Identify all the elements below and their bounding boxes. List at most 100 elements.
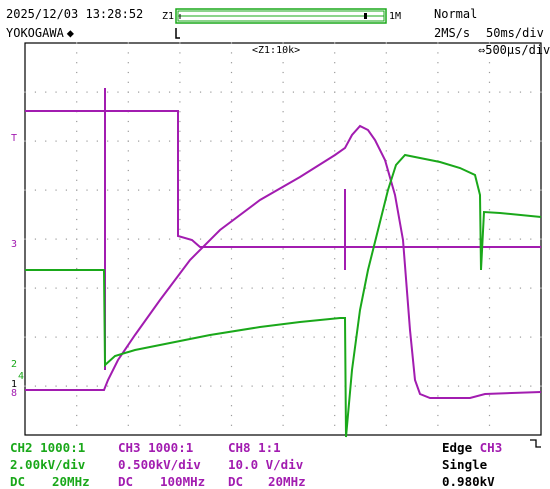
grid-dot — [45, 140, 47, 142]
grid-dot — [241, 287, 243, 289]
grid-dot — [272, 140, 274, 142]
grid-dot — [282, 91, 284, 93]
grid-dot — [540, 189, 542, 191]
grid-dot — [261, 91, 264, 93]
grid-dot — [488, 385, 491, 387]
time-div-label: 50ms/div — [486, 26, 544, 40]
grid-dot — [375, 385, 377, 387]
grid-dot — [385, 267, 387, 270]
grid-dot — [437, 91, 439, 93]
grid-dot — [220, 336, 222, 338]
grid-dot — [230, 414, 233, 417]
grid-dot — [447, 287, 449, 289]
grid-dot — [334, 307, 336, 309]
grid-dot — [45, 385, 47, 387]
grid-dot — [230, 189, 233, 191]
grid-dot — [385, 307, 387, 309]
grid-dot — [179, 189, 181, 191]
grid-dot — [272, 385, 274, 387]
grid-dot — [76, 130, 78, 132]
grid-dot — [158, 91, 160, 93]
trigger-level: 0.980kV — [442, 474, 495, 489]
grid-dot — [168, 238, 171, 240]
marker-ch4: 4 — [18, 371, 25, 382]
grid-dot — [220, 91, 222, 93]
grid-dot — [385, 356, 387, 358]
grid-dot — [76, 150, 78, 152]
grid-dot — [313, 91, 315, 93]
grid-dot — [179, 218, 181, 221]
grid-dot — [179, 307, 181, 309]
grid-dot — [303, 385, 305, 387]
grid-dot — [437, 140, 439, 142]
grid-dot — [76, 385, 78, 387]
grid-dot — [138, 287, 140, 289]
grid-dot — [282, 287, 284, 289]
grid-dot — [334, 395, 336, 397]
grid-dot — [282, 316, 284, 319]
grid-dot — [179, 130, 181, 132]
grid-dot — [127, 277, 129, 279]
grid-dot — [230, 258, 233, 260]
grid-dot — [334, 189, 336, 191]
grid-dot — [65, 287, 67, 289]
grid-dot — [127, 42, 129, 44]
grid-dot — [406, 140, 408, 142]
grid-dot — [437, 81, 439, 83]
grid-dot — [230, 150, 233, 152]
grid-dot — [499, 91, 501, 93]
grid-dot — [478, 238, 480, 240]
grid-dot — [179, 405, 181, 407]
grid-dot — [127, 71, 129, 74]
grid-dot — [334, 130, 336, 132]
grid-dot — [437, 356, 439, 358]
grid-dot — [127, 238, 129, 240]
grid-dot — [334, 375, 336, 377]
grid-dot — [65, 385, 67, 387]
grid-dot — [127, 62, 129, 64]
grid-dot — [385, 120, 387, 123]
grid-dot — [86, 189, 88, 191]
grid-dot — [488, 81, 491, 83]
grid-dot — [230, 101, 233, 103]
grid-dot — [76, 81, 78, 83]
zoom-position-bar[interactable] — [175, 8, 387, 24]
grid-dot — [437, 375, 439, 377]
grid-dot — [457, 336, 460, 338]
grid-dot — [426, 287, 429, 289]
grid-dot — [127, 346, 129, 348]
grid-dot — [488, 199, 491, 201]
grid-dot — [127, 414, 129, 417]
grid-dot — [313, 385, 315, 387]
grid-dot — [76, 346, 78, 348]
grid-dot — [210, 189, 212, 191]
grid-dot — [251, 238, 253, 240]
grid-dot — [385, 385, 387, 387]
grid-dot — [76, 336, 78, 338]
grid-dot — [282, 248, 284, 250]
grid-dot — [179, 111, 181, 113]
grid-dot — [437, 258, 439, 260]
grid-dot — [241, 385, 243, 387]
grid-dot — [468, 385, 470, 387]
grid-dot — [24, 140, 26, 142]
grid-dot — [488, 297, 491, 299]
grid-dot — [230, 365, 233, 368]
grid-dot — [303, 140, 305, 142]
grid-dot — [127, 140, 129, 142]
grid-dot — [55, 140, 57, 142]
grid-dot — [76, 71, 78, 74]
grid-dot — [437, 111, 439, 113]
grid-dot — [282, 277, 284, 279]
grid-dot — [396, 287, 398, 289]
grid-dot — [282, 218, 284, 221]
grid-dot — [334, 336, 336, 338]
grid-dot — [437, 189, 439, 191]
grid-dot — [127, 326, 129, 328]
grid-dot — [282, 111, 284, 113]
grid-dot — [76, 209, 78, 211]
grid-dot — [416, 287, 418, 289]
grid-dot — [385, 414, 387, 417]
grid-dot — [34, 189, 37, 191]
grid-dot — [303, 238, 305, 240]
